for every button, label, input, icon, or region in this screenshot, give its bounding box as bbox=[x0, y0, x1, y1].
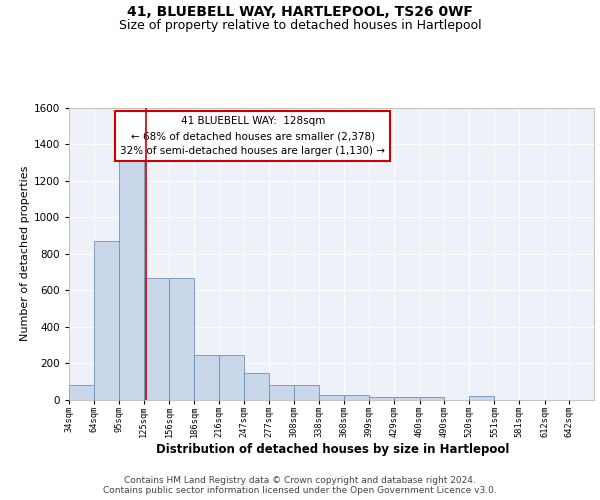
Bar bbox=[119, 157, 144, 400]
Bar bbox=[94, 241, 119, 400]
Bar bbox=[219, 355, 244, 400]
Bar bbox=[319, 396, 344, 400]
Bar bbox=[370, 398, 394, 400]
Y-axis label: Number of detached properties: Number of detached properties bbox=[20, 166, 29, 342]
Bar bbox=[169, 278, 194, 400]
Bar bbox=[269, 386, 295, 400]
Bar bbox=[295, 386, 319, 400]
Bar bbox=[344, 396, 370, 400]
Bar bbox=[394, 398, 419, 400]
Bar bbox=[419, 398, 444, 400]
Text: Size of property relative to detached houses in Hartlepool: Size of property relative to detached ho… bbox=[119, 19, 481, 32]
Bar bbox=[144, 278, 169, 400]
Text: Contains HM Land Registry data © Crown copyright and database right 2024.
Contai: Contains HM Land Registry data © Crown c… bbox=[103, 476, 497, 495]
Bar bbox=[194, 355, 219, 400]
Bar bbox=[244, 374, 269, 400]
Bar bbox=[469, 396, 494, 400]
Text: 41 BLUEBELL WAY:  128sqm
← 68% of detached houses are smaller (2,378)
32% of sem: 41 BLUEBELL WAY: 128sqm ← 68% of detache… bbox=[120, 116, 385, 156]
Text: 41, BLUEBELL WAY, HARTLEPOOL, TS26 0WF: 41, BLUEBELL WAY, HARTLEPOOL, TS26 0WF bbox=[127, 5, 473, 19]
Bar bbox=[69, 386, 94, 400]
Text: Distribution of detached houses by size in Hartlepool: Distribution of detached houses by size … bbox=[157, 442, 509, 456]
